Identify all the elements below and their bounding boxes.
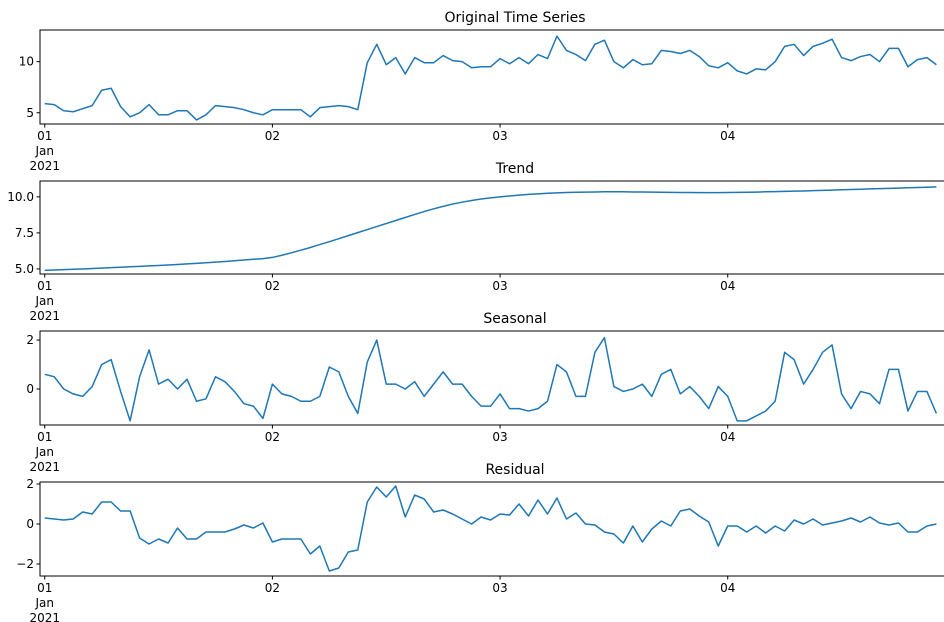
axes-frame	[39, 180, 944, 275]
y-tick-label: 2	[26, 477, 34, 491]
y-tick-label: 5	[26, 106, 34, 120]
axes-frame	[39, 481, 944, 577]
y-tick-label: 10.0	[7, 190, 34, 204]
x-tick-label: 02	[264, 581, 281, 595]
x-tick-label: 02	[264, 129, 281, 143]
x-tick-label: 03	[492, 581, 508, 595]
axes-frame	[39, 330, 944, 426]
x-tick-label: 04	[720, 279, 736, 293]
line-series	[44, 35, 937, 121]
y-tick-label: 0	[26, 382, 34, 396]
y-tick-label: 2	[26, 333, 34, 347]
x-tick-label: 01 Jan 2021	[29, 581, 60, 622]
x-tick-label: 01 Jan 2021	[29, 129, 60, 173]
y-tick-label: 5.0	[15, 262, 34, 276]
x-tick-label: 03	[492, 129, 508, 143]
axes-frame	[39, 29, 944, 125]
x-tick-label: 03	[492, 279, 508, 293]
y-tick-label: 0	[26, 517, 34, 531]
line-series	[44, 186, 937, 272]
panel-title: Residual	[485, 462, 544, 478]
line-series	[44, 336, 938, 422]
x-tick-label: 04	[720, 129, 736, 143]
x-tick-label: 01 Jan 2021	[29, 279, 60, 323]
y-tick-label: 10	[19, 55, 34, 69]
x-tick-label: 02	[264, 430, 281, 444]
x-tick-label: 03	[492, 430, 508, 444]
x-tick-label: 01 Jan 2021	[29, 430, 60, 474]
panel-title: Trend	[495, 161, 534, 177]
y-tick-label: −2	[16, 557, 34, 571]
x-tick-label: 02	[264, 279, 281, 293]
panel-title: Original Time Series	[445, 10, 586, 26]
panel-title: Seasonal	[483, 311, 546, 327]
x-tick-label: 04	[720, 430, 736, 444]
x-tick-label: 04	[720, 581, 736, 595]
line-series	[44, 485, 937, 572]
y-tick-label: 7.5	[15, 226, 34, 240]
